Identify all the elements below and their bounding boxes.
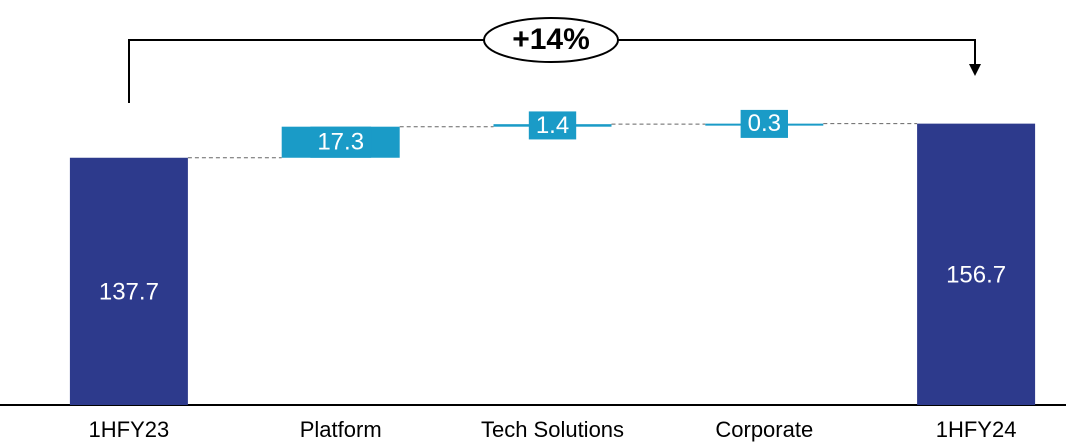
value-label-box [740, 109, 788, 138]
value-label: 17.3 [317, 129, 364, 156]
arrow-head [969, 64, 981, 76]
x-tick-label: Platform [300, 417, 382, 442]
value-label: 156.7 [946, 262, 1006, 289]
value-label: 0.3 [748, 110, 781, 137]
bracket [618, 39, 976, 66]
bar [69, 157, 188, 405]
value-label: 1.4 [536, 112, 569, 139]
annotation: +14% [512, 23, 590, 56]
value-label-box [310, 126, 372, 158]
value-label-box [528, 111, 577, 140]
x-tick-label: Corporate [715, 417, 813, 442]
x-tick-label: 1HFY23 [89, 417, 170, 442]
x-tick-label: Tech Solutions [481, 417, 624, 442]
bar [917, 123, 1036, 405]
value-label: 137.7 [99, 279, 159, 306]
x-tick-label: 1HFY24 [936, 417, 1017, 442]
annotation-ellipse [483, 17, 619, 63]
bracket [128, 39, 485, 103]
